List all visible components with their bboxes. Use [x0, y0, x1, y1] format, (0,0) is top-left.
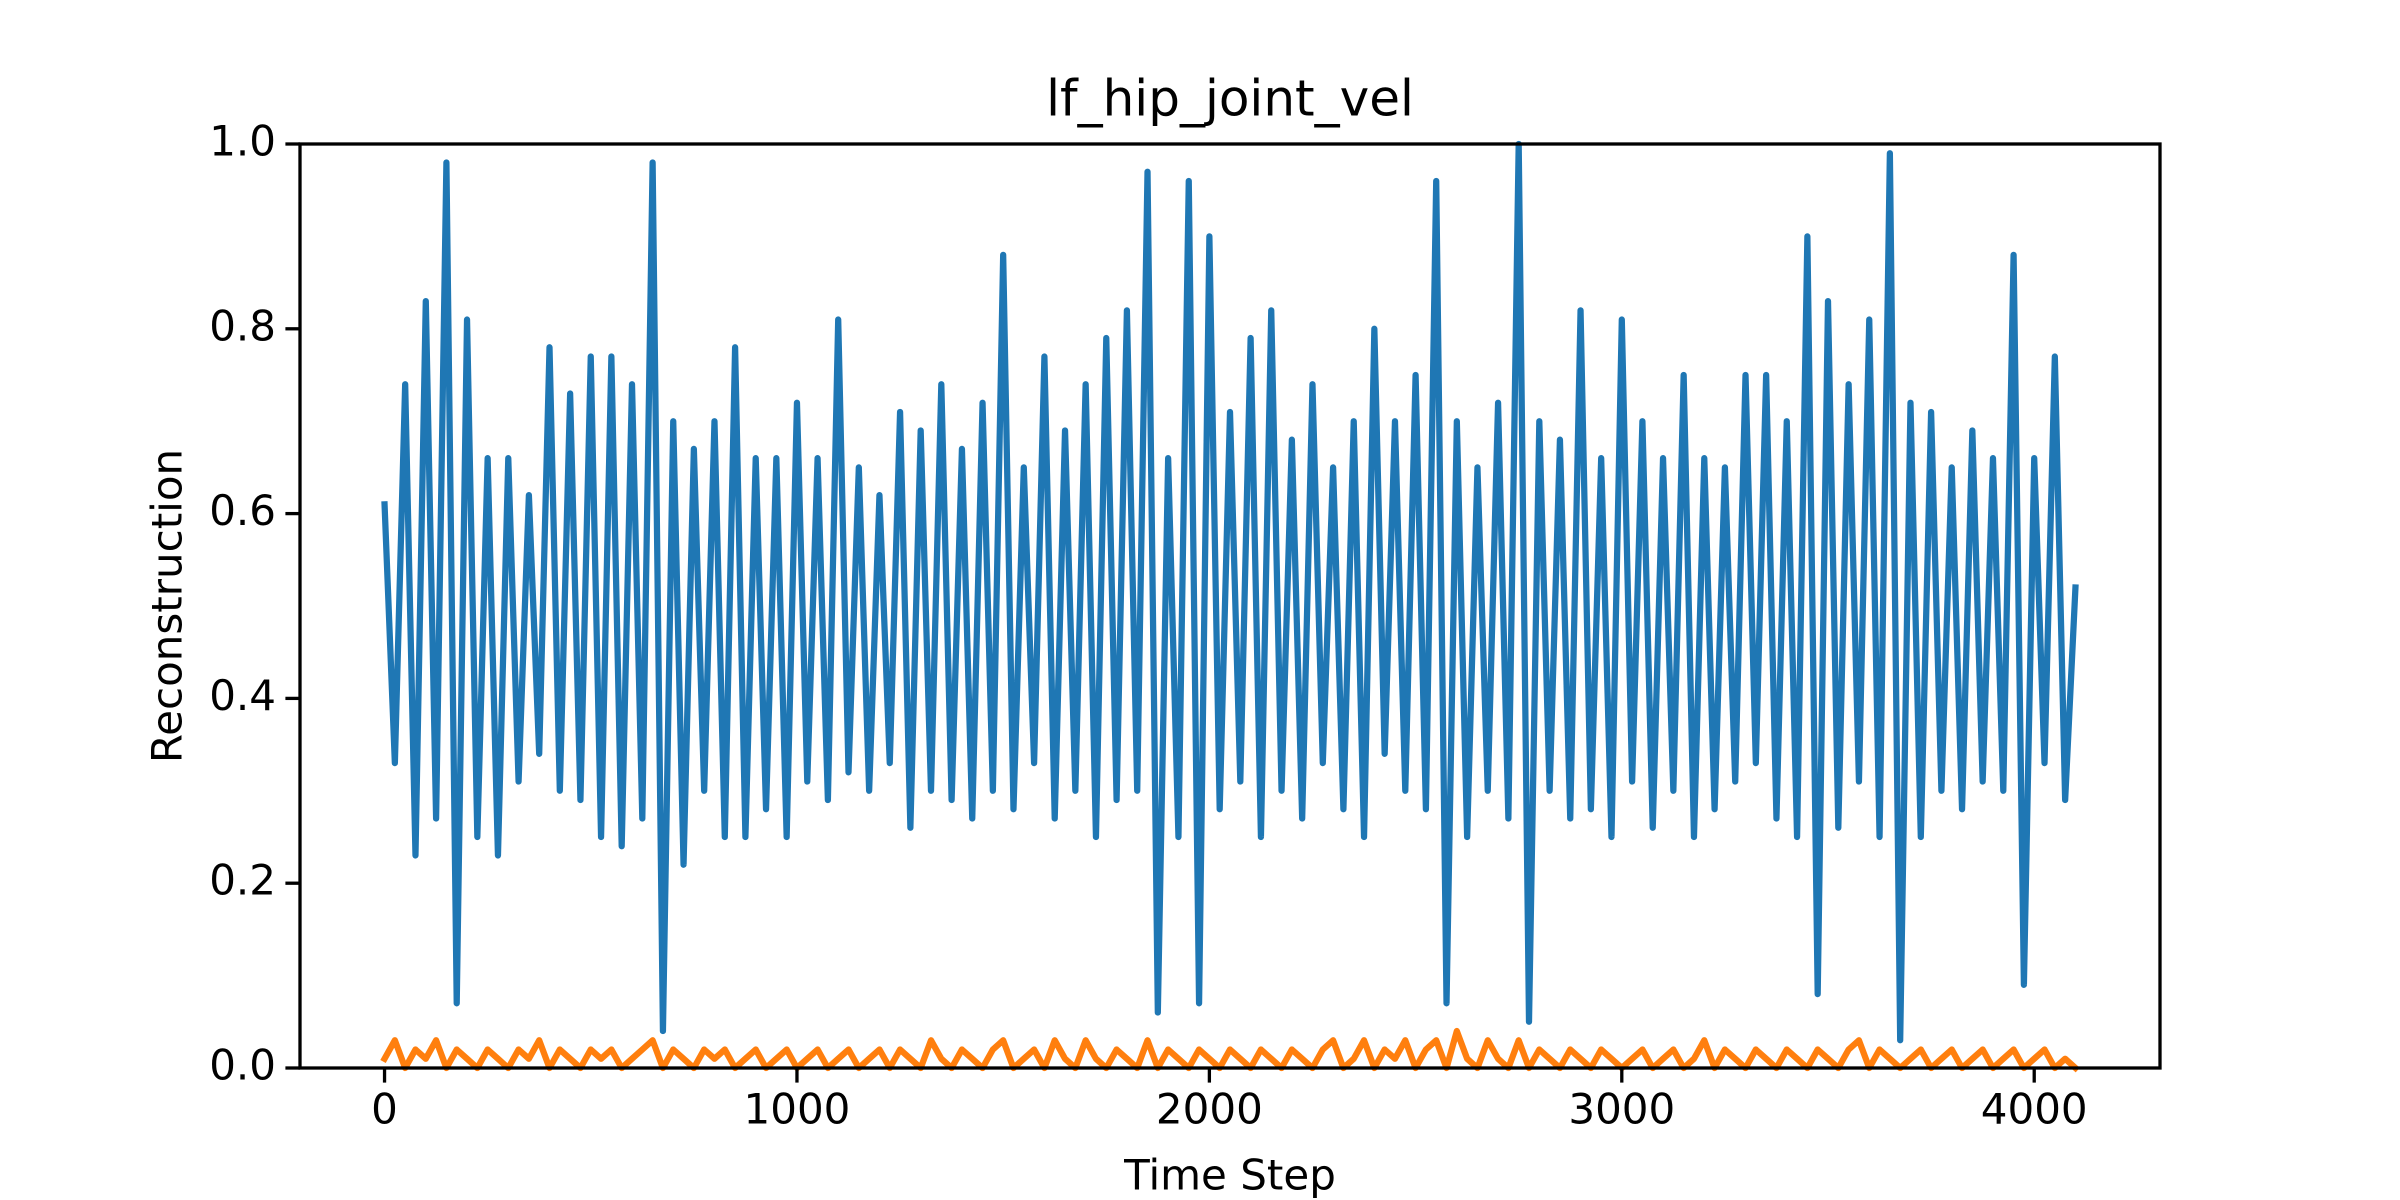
plot-area — [380, 140, 2080, 1073]
y-tick-label: 0.6 — [209, 486, 276, 535]
series-line — [380, 1027, 2080, 1073]
x-tick-label: 2000 — [1156, 1085, 1263, 1134]
y-tick-label: 1.0 — [209, 117, 276, 166]
x-tick-label: 1000 — [744, 1085, 851, 1134]
chart-title: lf_hip_joint_vel — [1046, 70, 1414, 128]
x-tick-label: 0 — [371, 1085, 398, 1134]
axes-frame — [298, 142, 2162, 1070]
x-axis-label: Time Step — [1123, 1151, 1336, 1200]
x-tick-label: 4000 — [1981, 1085, 2088, 1134]
y-tick-label: 0.8 — [209, 301, 276, 350]
y-tick-label: 0.4 — [209, 671, 276, 720]
y-tick-label: 0.0 — [209, 1041, 276, 1090]
y-tick-label: 0.2 — [209, 856, 276, 905]
y-axis-label: Reconstruction — [143, 449, 192, 763]
series-line — [381, 140, 2079, 1044]
x-tick-label: 3000 — [1568, 1085, 1675, 1134]
